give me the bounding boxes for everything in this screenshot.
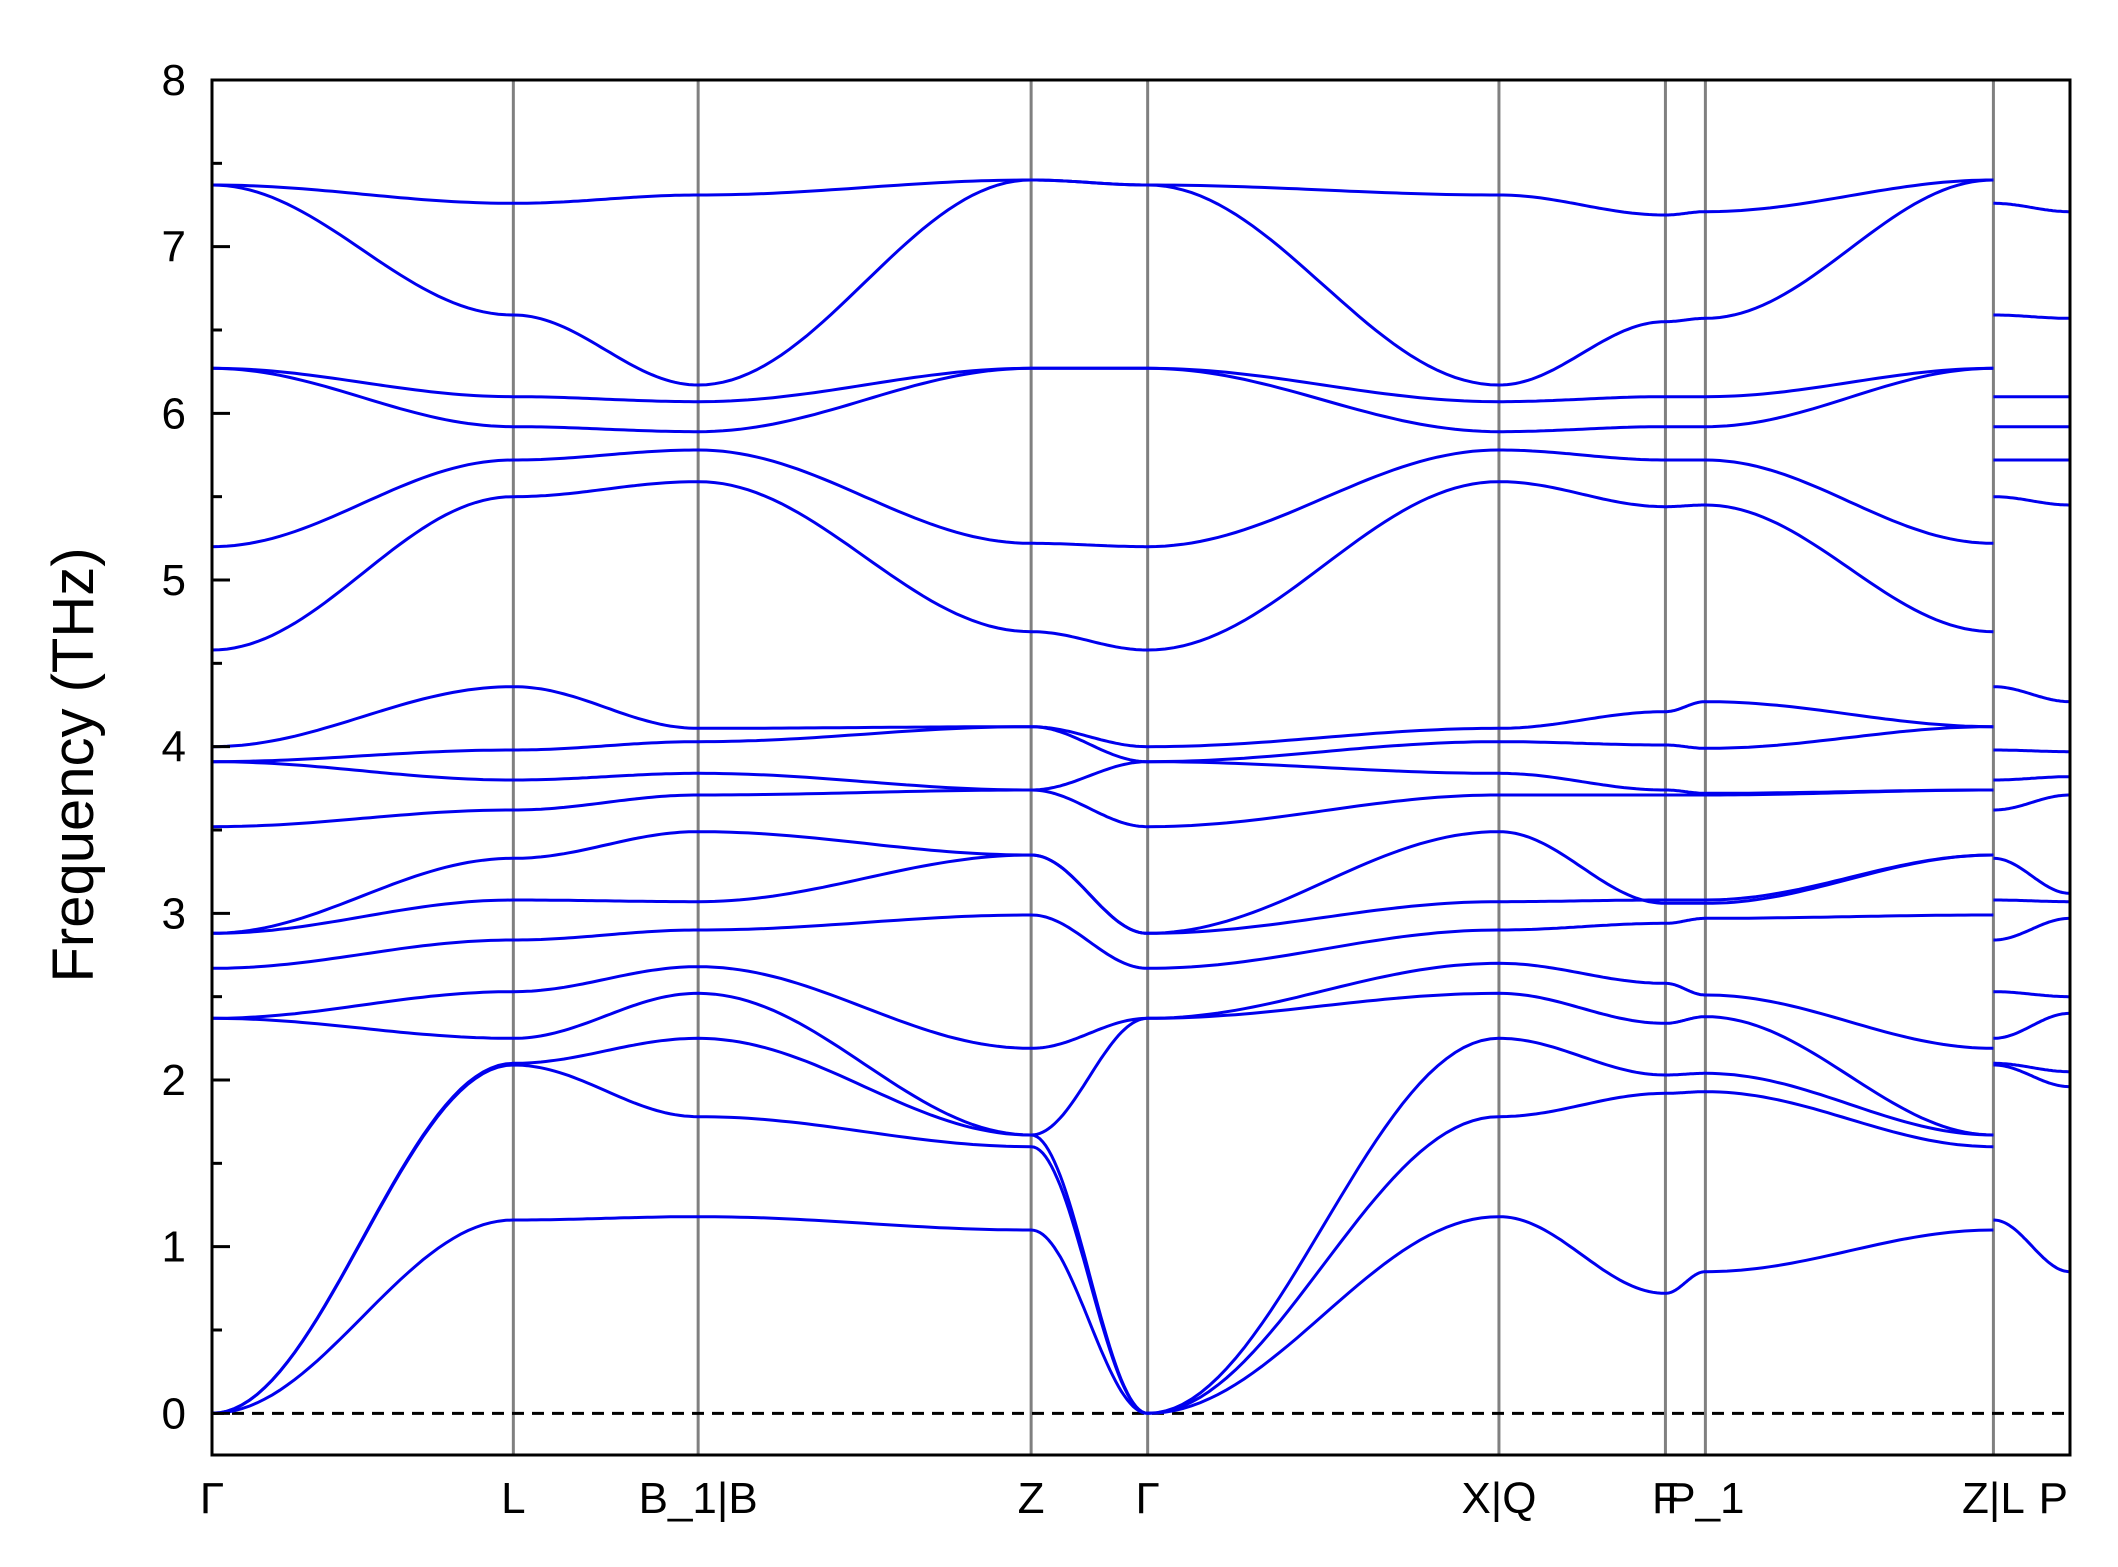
band-line <box>1993 1063 2071 1089</box>
band-line <box>1993 990 2070 999</box>
y-tick-label: 7 <box>162 223 186 272</box>
band-line <box>1993 775 2070 782</box>
x-tick-label: Z <box>1018 1474 1045 1523</box>
x-tick-label: X|Q <box>1461 1474 1536 1523</box>
band-line <box>212 961 1994 1050</box>
y-tick-label: 8 <box>162 56 186 105</box>
y-tick-label: 5 <box>162 556 186 605</box>
band-line <box>211 991 1994 1137</box>
x-tick-label: F <box>1652 1474 1679 1523</box>
band-line <box>211 366 1994 434</box>
y-axis-ticks: 0 1 2 3 4 5 6 7 8 <box>162 56 230 1438</box>
x-tick-label: L <box>501 1474 525 1523</box>
band-line <box>1993 856 2070 895</box>
y-axis-label: Frequency (THz) <box>41 547 106 982</box>
band-line <box>211 1215 1994 1415</box>
band-line <box>1993 748 2070 754</box>
band-line <box>211 448 1994 549</box>
x-tick-label: B_1|B <box>639 1474 758 1523</box>
band-line <box>1993 793 2070 812</box>
band-line <box>211 725 1994 764</box>
band-line <box>211 788 1994 829</box>
band-line <box>212 913 1994 970</box>
band-line <box>212 853 1994 935</box>
band-line <box>211 1036 1994 1415</box>
plot-frame <box>210 78 2072 1457</box>
band-line <box>1993 313 2070 320</box>
band-line <box>212 178 1994 217</box>
y-tick-label: 0 <box>162 1389 186 1438</box>
band-line <box>211 480 1994 652</box>
band-line <box>1993 1011 2071 1040</box>
band-line <box>212 760 1994 795</box>
band-line <box>1993 916 2071 942</box>
high-symmetry-lines <box>511 80 1995 1455</box>
band-line <box>211 1063 1994 1415</box>
band-line <box>1993 898 2070 904</box>
band-line <box>1993 1061 2070 1074</box>
x-tick-label: P_1 <box>1666 1474 1744 1523</box>
x-tick-label: Γ <box>1136 1474 1160 1523</box>
band-line <box>1993 201 2070 214</box>
y-tick-label: 3 <box>162 889 186 938</box>
x-tick-label: Γ <box>200 1474 224 1523</box>
y-tick-label: 6 <box>162 389 186 438</box>
y-tick-label: 4 <box>162 723 186 772</box>
band-line <box>211 830 1994 935</box>
band-line <box>211 685 1994 749</box>
phonon-bands <box>211 178 2071 1415</box>
x-axis-ticks: Γ L B_1|B Z Γ X|Q FP_1 Z|L P <box>200 1474 2068 1523</box>
band-line <box>1993 1218 2071 1274</box>
x-tick-label: P <box>2039 1474 2068 1523</box>
band-line <box>1993 685 2071 704</box>
y-tick-label: 1 <box>162 1223 186 1272</box>
y-tick-label: 2 <box>162 1056 186 1105</box>
band-line <box>1993 495 2070 507</box>
x-tick-label: Z|L <box>1962 1474 2025 1523</box>
band-line <box>211 366 1994 404</box>
